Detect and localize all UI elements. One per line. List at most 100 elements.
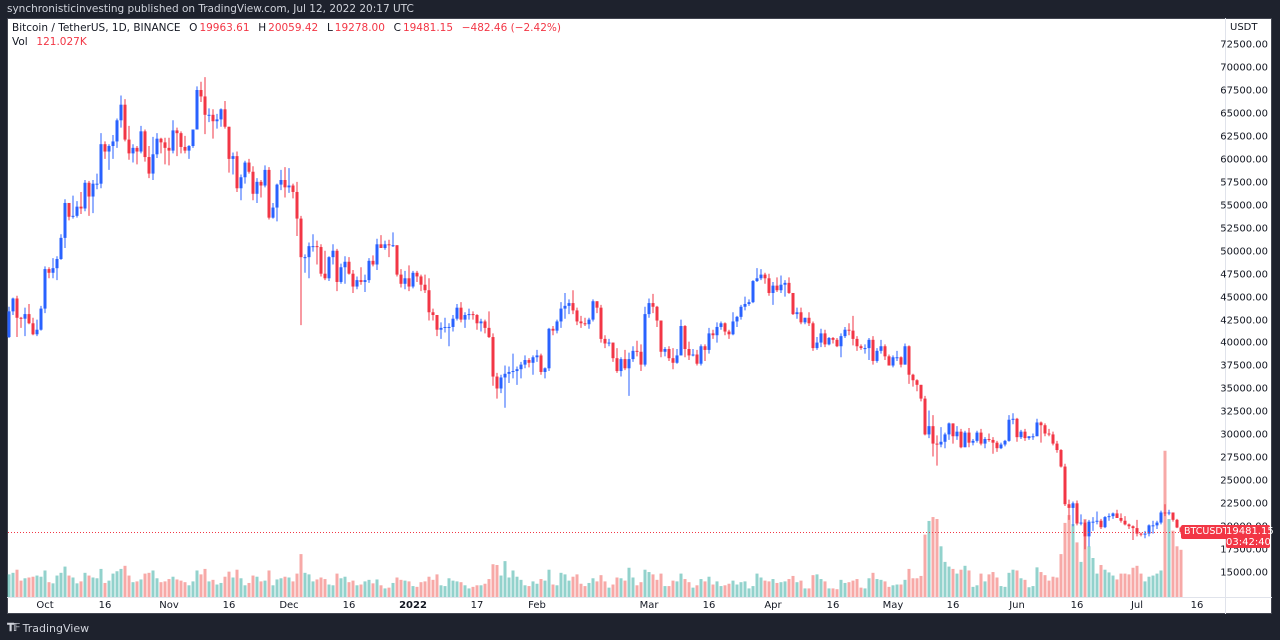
volume-bar xyxy=(471,586,475,597)
volume-bar xyxy=(979,573,983,597)
volume-bar xyxy=(767,581,771,597)
candle-body xyxy=(655,306,659,321)
candle-body xyxy=(1131,526,1135,529)
volume-bar xyxy=(783,581,787,597)
candle-body xyxy=(859,346,863,349)
candle-body xyxy=(939,441,943,445)
candle-body xyxy=(415,272,419,277)
candle-body xyxy=(739,306,743,317)
candle-body xyxy=(255,181,259,194)
volume-bar xyxy=(631,577,635,597)
volume-bar xyxy=(703,581,707,597)
candle-body xyxy=(1151,525,1155,527)
candle-body xyxy=(615,358,619,372)
time-axis-divider xyxy=(7,597,1272,598)
volume-bar xyxy=(903,579,907,597)
volume-bar xyxy=(1007,572,1011,597)
candle-body xyxy=(1135,528,1139,534)
candle-body xyxy=(143,131,147,158)
tradingview-footer[interactable]: 𝐓𝔽 TradingView xyxy=(7,621,89,635)
candle-body xyxy=(191,129,195,147)
volume-bar xyxy=(947,566,951,597)
volume-bar xyxy=(807,588,811,597)
volume-bar xyxy=(291,581,295,597)
volume-bar xyxy=(527,586,531,597)
volume-bar xyxy=(603,581,607,597)
volume-bar xyxy=(371,583,375,597)
volume-bar xyxy=(723,585,727,597)
volume-bar xyxy=(247,582,251,597)
candle-body xyxy=(767,278,771,293)
candle-body xyxy=(643,314,647,365)
candle-body xyxy=(287,185,291,188)
candle-body xyxy=(803,317,807,323)
volume-bar xyxy=(555,585,559,597)
volume-bar xyxy=(591,578,595,597)
candle-body xyxy=(355,280,359,287)
volume-bar xyxy=(711,584,715,597)
candle-body xyxy=(507,371,511,374)
candle-body xyxy=(39,308,43,330)
volume-bar xyxy=(871,572,875,597)
candle-body xyxy=(71,215,75,217)
volume-bar xyxy=(475,585,479,597)
volume-bar xyxy=(735,584,739,597)
candle-body xyxy=(495,376,499,389)
volume-bar xyxy=(827,588,831,597)
candle-body xyxy=(271,207,275,218)
price-tick-label: 50000.00 xyxy=(1220,246,1268,258)
volume-bar xyxy=(23,578,27,597)
volume-bar xyxy=(479,585,483,597)
volume-bar xyxy=(959,569,963,597)
tradingview-logo-icon: 𝐓𝔽 xyxy=(7,621,21,634)
candle-body xyxy=(1175,519,1179,528)
volume-bar xyxy=(727,583,731,597)
volume-bar xyxy=(459,582,463,597)
time-tick-label: Jul xyxy=(1130,600,1144,611)
candle-body xyxy=(1111,513,1115,517)
candle-body xyxy=(195,90,199,130)
candle-body xyxy=(847,329,851,331)
volume-bar xyxy=(223,576,227,597)
chart-panel[interactable] xyxy=(7,18,1272,614)
candle-body xyxy=(791,292,795,315)
volume-bar xyxy=(519,579,523,597)
candle-body xyxy=(367,260,371,281)
price-tick-label: 35000.00 xyxy=(1220,383,1268,395)
volume-bar xyxy=(1135,565,1139,597)
candle-body xyxy=(759,274,763,279)
candle-body xyxy=(1043,425,1047,434)
candle-body xyxy=(1003,440,1007,445)
volume-bar xyxy=(15,569,19,597)
volume-bar xyxy=(543,580,547,597)
open-label: O xyxy=(189,22,198,34)
volume-bar xyxy=(571,576,575,597)
volume-bar xyxy=(1179,549,1183,597)
volume-bar xyxy=(95,578,99,597)
volume-bar xyxy=(1031,586,1035,597)
volume-bar xyxy=(339,578,343,597)
volume-bar xyxy=(219,582,223,597)
candle-body xyxy=(11,298,15,312)
time-tick-label: Feb xyxy=(528,600,546,611)
volume-bar xyxy=(67,575,71,597)
candle-body xyxy=(111,141,115,147)
time-tick-label: Dec xyxy=(279,600,299,611)
volume-legend: Vol 121.027K xyxy=(12,36,563,50)
volume-bar xyxy=(415,586,419,597)
volume-bar xyxy=(99,568,103,597)
candle-body xyxy=(927,426,931,435)
volume-bar xyxy=(1155,573,1159,597)
volume-bar xyxy=(975,585,979,597)
volume-bar xyxy=(1083,519,1087,597)
volume-bar xyxy=(607,587,611,597)
volume-bar xyxy=(719,586,723,597)
candle-body xyxy=(1095,520,1099,522)
candle-body xyxy=(15,298,19,318)
volume-bar xyxy=(59,572,63,597)
candle-body xyxy=(159,138,163,143)
candle-body xyxy=(323,273,327,279)
candle-body xyxy=(1083,522,1087,537)
candle-body xyxy=(27,314,31,324)
